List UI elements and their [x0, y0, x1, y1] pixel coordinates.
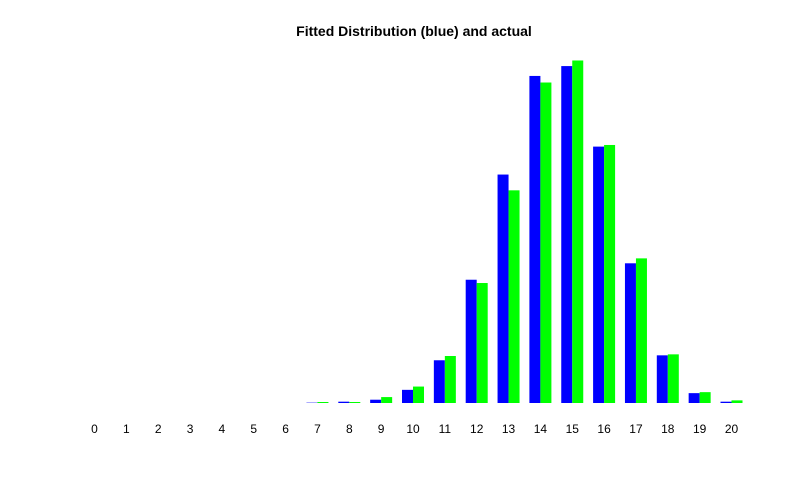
x-tick-label: 8: [346, 422, 353, 436]
x-tick-label: 4: [219, 422, 226, 436]
bar-fitted-18: [656, 355, 668, 403]
bar-actual-16: [604, 144, 616, 403]
x-tick-label: 11: [439, 422, 452, 436]
x-tick-label: 15: [566, 422, 580, 436]
bar-fitted-12: [465, 279, 477, 403]
x-tick-label: 13: [502, 422, 516, 436]
chart-title: Fitted Distribution (blue) and actual: [296, 23, 532, 39]
x-tick-label: 20: [725, 422, 739, 436]
bar-actual-10: [413, 386, 424, 403]
x-tick-label: 12: [470, 422, 484, 436]
x-tick-label: 18: [661, 422, 675, 436]
bar-fitted-17: [624, 263, 636, 403]
bar-actual-12: [476, 283, 488, 403]
x-tick-labels: 0 1 2 3 4 5 6 7 8 9 10 11 12 13 14 15 16 17 18 19 20: [91, 422, 738, 436]
bar-fitted-8: [338, 401, 350, 403]
bar-actual-8: [349, 402, 361, 403]
x-tick-label: 16: [597, 422, 611, 436]
x-tick-label: 7: [314, 422, 321, 436]
x-tick-label: 3: [187, 422, 194, 436]
x-tick-label: 10: [406, 422, 420, 436]
x-tick-label: 9: [378, 422, 385, 436]
bars-group: [306, 60, 743, 404]
bar-actual-20: [731, 400, 743, 403]
bar-actual-13: [508, 190, 520, 403]
bar-fitted-14: [529, 75, 541, 403]
bar-fitted-11: [433, 360, 445, 403]
x-tick-label: 14: [534, 422, 548, 436]
bar-actual-17: [635, 258, 647, 403]
bar-fitted-19: [688, 393, 700, 403]
x-tick-label: 1: [123, 422, 130, 436]
x-tick-label: 0: [91, 422, 98, 436]
bar-actual-19: [699, 392, 711, 403]
bar-actual-15: [572, 60, 584, 404]
bar-actual-11: [444, 356, 456, 403]
x-tick-label: 5: [250, 422, 257, 436]
bar-fitted-15: [561, 66, 573, 403]
bar-fitted-10: [402, 389, 413, 403]
x-tick-label: 17: [629, 422, 643, 436]
bar-fitted-16: [593, 146, 605, 404]
x-tick-label: 19: [693, 422, 707, 436]
bar-fitted-9: [370, 399, 382, 403]
bar-actual-9: [381, 397, 393, 403]
bar-fitted-20: [720, 401, 732, 403]
bar-actual-7: [317, 402, 329, 403]
x-tick-label: 2: [155, 422, 162, 436]
bar-actual-14: [540, 82, 552, 403]
bar-actual-18: [667, 354, 679, 403]
x-tick-label: 6: [282, 422, 289, 436]
bar-fitted-13: [497, 174, 509, 403]
